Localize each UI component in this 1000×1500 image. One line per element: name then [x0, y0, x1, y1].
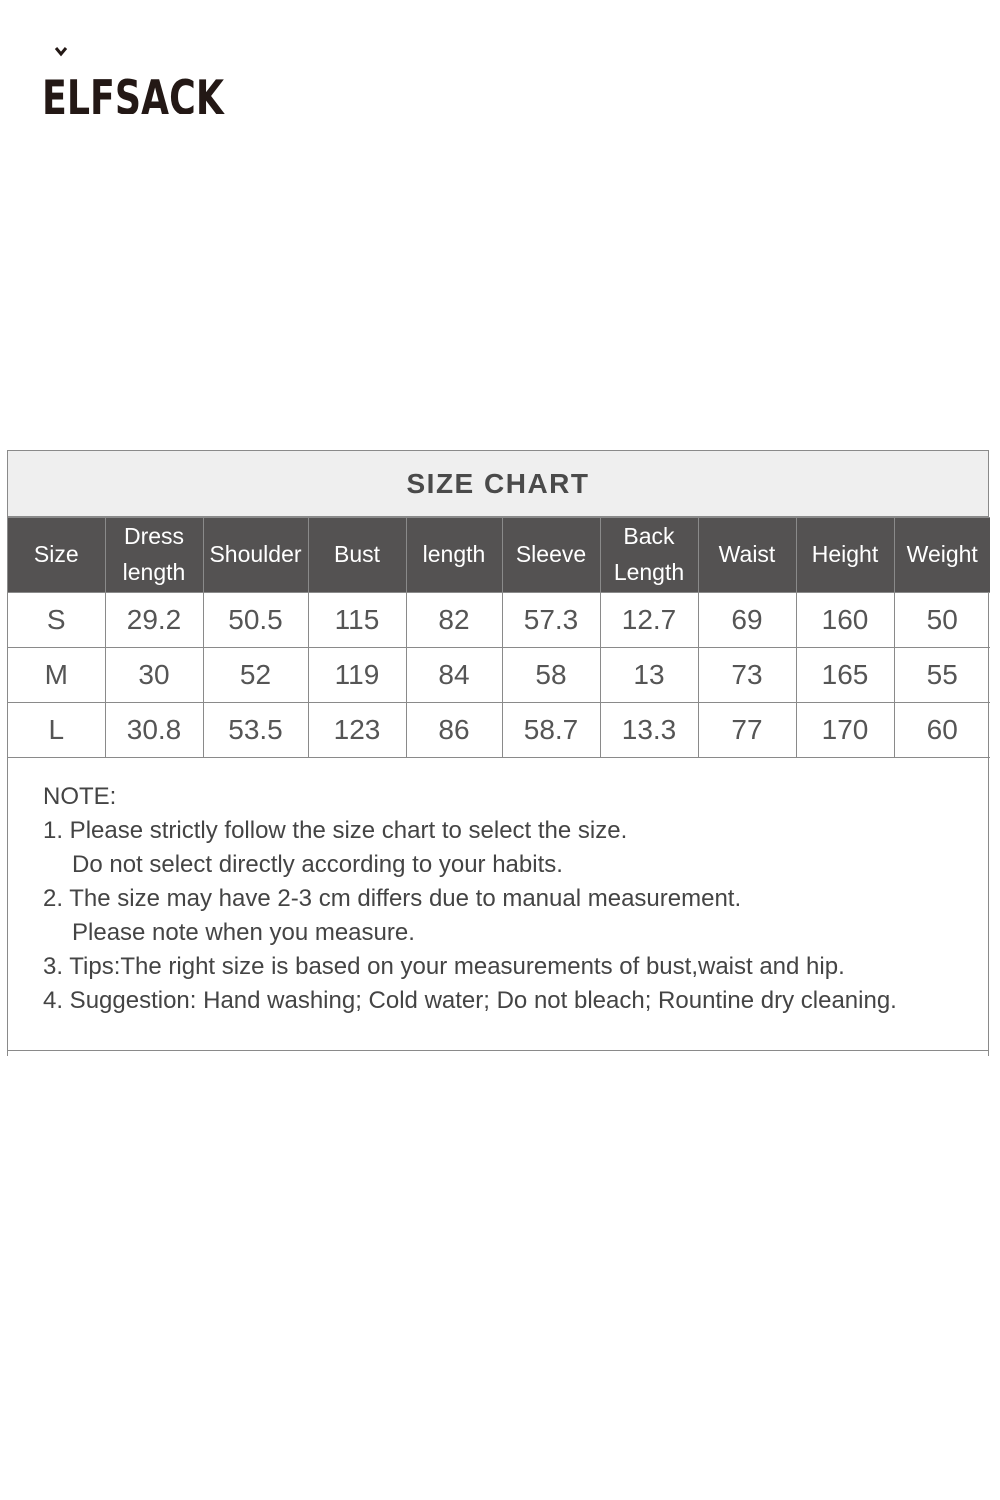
table-cell: 12.7 [599, 592, 699, 648]
table-cell: 50 [893, 592, 990, 648]
note-line: Please note when you measure. [72, 919, 415, 946]
column-header: Size [8, 517, 106, 593]
column-header: Shoulder [202, 517, 309, 593]
table-cell: 52 [202, 647, 309, 703]
size-chart: SIZE CHART Size Dress length Shoulder Bust le… [7, 450, 990, 1056]
table-cell: 13.3 [599, 702, 699, 758]
table-cell: 165 [795, 647, 895, 703]
size-table: Size Dress length Shoulder Bust length Sleeve B… [8, 517, 990, 758]
table-header-row: Size Dress length Shoulder Bust length Sleeve B… [8, 517, 990, 593]
table-cell: 50.5 [202, 592, 309, 648]
table-cell: S [8, 592, 106, 648]
table-cell: 86 [405, 702, 503, 758]
column-header: Bust [307, 517, 407, 593]
table-cell: 13 [599, 647, 699, 703]
table-cell: 58.7 [501, 702, 601, 758]
table-cell: 30 [104, 647, 204, 703]
table-cell: 115 [307, 592, 407, 648]
table-cell: 60 [893, 702, 990, 758]
note-line: 3. Tips:The right size is based on your … [43, 953, 845, 980]
table-cell: 73 [697, 647, 797, 703]
column-header: Weight [893, 517, 990, 593]
column-header: Waist [697, 517, 797, 593]
svg-text:ELFSACK: ELFSACK [42, 69, 226, 114]
table-cell: 58 [501, 647, 601, 703]
table-cell: 53.5 [202, 702, 309, 758]
column-header: length [405, 517, 503, 593]
note-line: 1. Please strictly follow the size chart… [43, 817, 628, 844]
table-cell: 119 [307, 647, 407, 703]
column-header: Sleeve [501, 517, 601, 593]
column-header: Back Length [599, 517, 699, 593]
table-cell: L [8, 702, 106, 758]
table-cell: 123 [307, 702, 407, 758]
notes-section: NOTE: 1. Please strictly follow the size… [8, 758, 988, 1051]
column-header: Dress length [104, 517, 204, 593]
note-line: 2. The size may have 2-3 cm differs due … [43, 885, 742, 912]
notes-heading: NOTE: [43, 783, 117, 810]
table-cell: 160 [795, 592, 895, 648]
table-cell: 170 [795, 702, 895, 758]
table-cell: M [8, 647, 106, 703]
table-cell: 55 [893, 647, 990, 703]
note-line: 4. Suggestion: Hand washing; Cold water;… [43, 987, 897, 1014]
table-cell: 84 [405, 647, 503, 703]
size-chart-title: SIZE CHART [8, 451, 988, 517]
note-line: Do not select directly according to your… [72, 851, 563, 878]
table-cell: 77 [697, 702, 797, 758]
table-row: L 30.8 53.5 123 86 58.7 13.3 77 170 60 [8, 702, 990, 758]
table-cell: 29.2 [104, 592, 204, 648]
table-cell: 57.3 [501, 592, 601, 648]
brand-logo: ELFSACK [42, 47, 226, 114]
table-row: S 29.2 50.5 115 82 57.3 12.7 69 160 50 [8, 592, 990, 648]
table-cell: 69 [697, 592, 797, 648]
column-header: Height [795, 517, 895, 593]
table-cell: 30.8 [104, 702, 204, 758]
table-cell: 82 [405, 592, 503, 648]
table-row: M 30 52 119 84 58 13 73 165 55 [8, 647, 990, 703]
